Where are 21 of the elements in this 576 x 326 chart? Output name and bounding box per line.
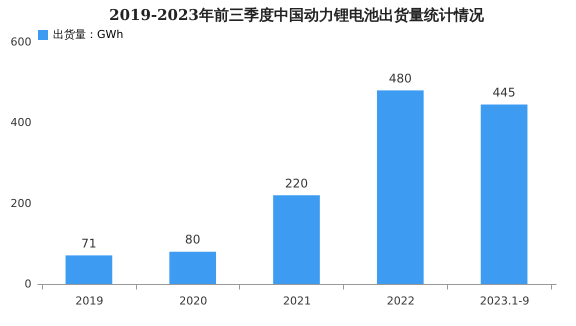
y-tick-label: 600 [10,36,32,48]
data-label: 220 [285,176,308,190]
y-tick-label: 200 [10,196,32,210]
data-label: 80 [185,232,200,247]
x-tick-label: 2020 [179,294,208,308]
data-label: 480 [388,71,412,86]
bar [66,255,112,284]
legend-label: 出货量：GWh [53,28,124,41]
x-tick-label: 2021 [283,294,311,308]
data-label: 71 [81,236,97,250]
y-tick-label: 0 [24,278,32,290]
bar [273,195,320,284]
bar [169,252,216,284]
chart-title: 2019-2023年前三季度中国动力锂电池出货量统计情况 [109,6,485,24]
x-tick-label: 2019 [75,294,104,308]
bar [376,90,424,284]
x-tick-label: 2022 [386,294,415,308]
data-label: 445 [492,86,516,100]
bar [480,104,528,284]
x-tick-label: 2023.1-9 [480,294,530,308]
y-tick-label: 400 [10,116,32,130]
